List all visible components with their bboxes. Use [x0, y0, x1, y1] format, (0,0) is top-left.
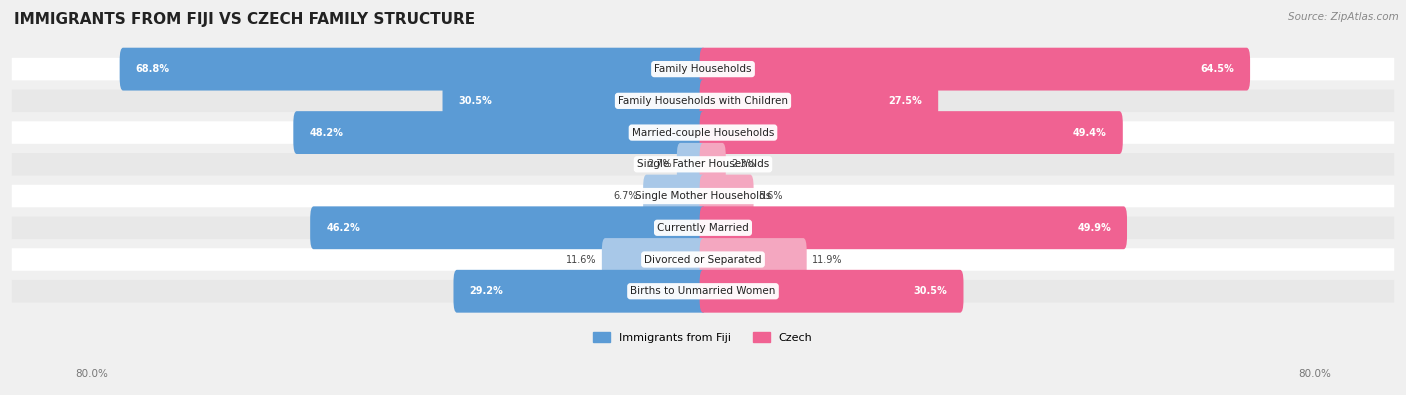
- Text: 68.8%: 68.8%: [135, 64, 170, 74]
- FancyBboxPatch shape: [294, 111, 706, 154]
- Text: 11.9%: 11.9%: [811, 254, 842, 265]
- FancyBboxPatch shape: [11, 58, 1395, 81]
- Text: Divorced or Separated: Divorced or Separated: [644, 254, 762, 265]
- FancyBboxPatch shape: [700, 143, 725, 186]
- Text: Married-couple Households: Married-couple Households: [631, 128, 775, 137]
- Text: 48.2%: 48.2%: [309, 128, 343, 137]
- Text: 29.2%: 29.2%: [470, 286, 503, 296]
- FancyBboxPatch shape: [700, 175, 754, 218]
- Text: Births to Unmarried Women: Births to Unmarried Women: [630, 286, 776, 296]
- Legend: Immigrants from Fiji, Czech: Immigrants from Fiji, Czech: [589, 328, 817, 347]
- Text: 49.9%: 49.9%: [1077, 223, 1111, 233]
- Text: 49.4%: 49.4%: [1073, 128, 1107, 137]
- FancyBboxPatch shape: [700, 111, 1123, 154]
- Text: Family Households: Family Households: [654, 64, 752, 74]
- FancyBboxPatch shape: [11, 90, 1395, 112]
- FancyBboxPatch shape: [120, 48, 706, 90]
- FancyBboxPatch shape: [11, 121, 1395, 144]
- FancyBboxPatch shape: [602, 238, 706, 281]
- Text: Single Mother Households: Single Mother Households: [636, 191, 770, 201]
- Text: Family Households with Children: Family Households with Children: [619, 96, 787, 106]
- FancyBboxPatch shape: [311, 206, 706, 249]
- Text: 46.2%: 46.2%: [326, 223, 360, 233]
- Text: 30.5%: 30.5%: [914, 286, 948, 296]
- FancyBboxPatch shape: [700, 206, 1128, 249]
- FancyBboxPatch shape: [443, 79, 706, 122]
- Text: 6.7%: 6.7%: [613, 191, 638, 201]
- FancyBboxPatch shape: [700, 238, 807, 281]
- Text: 2.3%: 2.3%: [731, 159, 755, 169]
- FancyBboxPatch shape: [700, 270, 963, 313]
- FancyBboxPatch shape: [700, 79, 938, 122]
- Text: Single Father Households: Single Father Households: [637, 159, 769, 169]
- FancyBboxPatch shape: [11, 216, 1395, 239]
- Text: 80.0%: 80.0%: [75, 369, 108, 379]
- Text: 27.5%: 27.5%: [889, 96, 922, 106]
- FancyBboxPatch shape: [676, 143, 706, 186]
- Text: 64.5%: 64.5%: [1201, 64, 1234, 74]
- Text: 5.6%: 5.6%: [759, 191, 783, 201]
- Text: 11.6%: 11.6%: [567, 254, 596, 265]
- FancyBboxPatch shape: [11, 280, 1395, 303]
- FancyBboxPatch shape: [700, 48, 1250, 90]
- FancyBboxPatch shape: [11, 248, 1395, 271]
- Text: Source: ZipAtlas.com: Source: ZipAtlas.com: [1288, 12, 1399, 22]
- Text: 2.7%: 2.7%: [647, 159, 672, 169]
- FancyBboxPatch shape: [11, 153, 1395, 176]
- Text: IMMIGRANTS FROM FIJI VS CZECH FAMILY STRUCTURE: IMMIGRANTS FROM FIJI VS CZECH FAMILY STR…: [14, 12, 475, 27]
- Text: 30.5%: 30.5%: [458, 96, 492, 106]
- FancyBboxPatch shape: [454, 270, 706, 313]
- FancyBboxPatch shape: [11, 185, 1395, 207]
- FancyBboxPatch shape: [643, 175, 706, 218]
- Text: 80.0%: 80.0%: [1298, 369, 1331, 379]
- Text: Currently Married: Currently Married: [657, 223, 749, 233]
